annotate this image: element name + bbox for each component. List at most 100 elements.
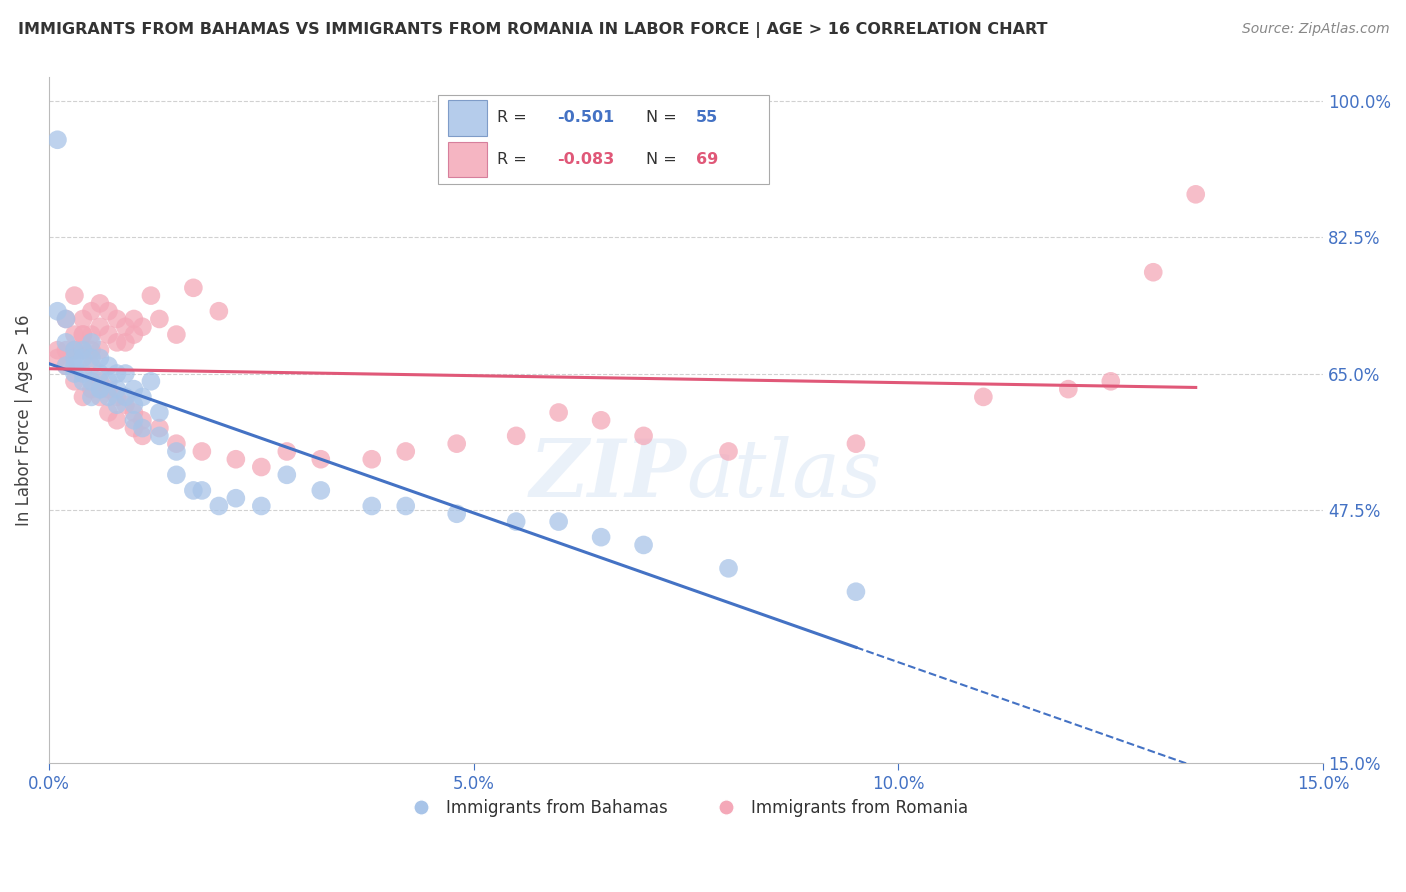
Point — [46, 304, 69, 318]
Point — [97, 382, 120, 396]
Point — [591, 413, 613, 427]
Point — [183, 483, 205, 498]
Point — [309, 452, 332, 467]
Point — [114, 398, 136, 412]
Point — [505, 515, 527, 529]
Point — [225, 491, 247, 506]
Point — [591, 530, 613, 544]
Point — [105, 367, 128, 381]
Point — [1057, 382, 1080, 396]
Point — [105, 413, 128, 427]
Point — [165, 444, 187, 458]
Point — [122, 421, 145, 435]
Point — [80, 351, 103, 365]
Point — [89, 343, 111, 358]
Point — [97, 374, 120, 388]
Point — [63, 327, 86, 342]
Point — [63, 288, 86, 302]
Point — [114, 367, 136, 381]
Point — [89, 374, 111, 388]
Point — [63, 351, 86, 365]
Point — [633, 429, 655, 443]
Point — [309, 483, 332, 498]
Point — [97, 304, 120, 318]
Point — [55, 335, 77, 350]
Point — [89, 382, 111, 396]
Point — [105, 390, 128, 404]
Point — [55, 312, 77, 326]
Point — [446, 436, 468, 450]
Point — [105, 335, 128, 350]
Point — [1184, 187, 1206, 202]
Point — [131, 319, 153, 334]
Point — [72, 327, 94, 342]
Point — [89, 351, 111, 365]
Point — [80, 382, 103, 396]
Point — [97, 327, 120, 342]
Point — [63, 367, 86, 381]
Point — [360, 452, 382, 467]
Point — [55, 359, 77, 373]
Point — [131, 429, 153, 443]
Point — [80, 390, 103, 404]
Point — [97, 390, 120, 404]
Y-axis label: In Labor Force | Age > 16: In Labor Force | Age > 16 — [15, 315, 32, 526]
Point — [46, 343, 69, 358]
Point — [89, 296, 111, 310]
Point — [191, 444, 214, 458]
Text: IMMIGRANTS FROM BAHAMAS VS IMMIGRANTS FROM ROMANIA IN LABOR FORCE | AGE > 16 COR: IMMIGRANTS FROM BAHAMAS VS IMMIGRANTS FR… — [18, 22, 1047, 38]
Point — [276, 467, 298, 482]
Point — [114, 335, 136, 350]
Point — [208, 304, 231, 318]
Point — [105, 312, 128, 326]
Point — [72, 343, 94, 358]
Point — [89, 319, 111, 334]
Point — [139, 374, 162, 388]
Point — [183, 281, 205, 295]
Point — [165, 327, 187, 342]
Point — [105, 398, 128, 412]
Point — [446, 507, 468, 521]
Point — [148, 429, 170, 443]
Point — [55, 343, 77, 358]
Point — [1099, 374, 1122, 388]
Point — [105, 382, 128, 396]
Point — [46, 351, 69, 365]
Point — [97, 359, 120, 373]
Point — [131, 421, 153, 435]
Point — [505, 429, 527, 443]
Point — [55, 359, 77, 373]
Point — [97, 405, 120, 419]
Point — [55, 312, 77, 326]
Text: Source: ZipAtlas.com: Source: ZipAtlas.com — [1241, 22, 1389, 37]
Point — [250, 499, 273, 513]
Point — [225, 452, 247, 467]
Point — [80, 359, 103, 373]
Point — [139, 288, 162, 302]
Point — [46, 133, 69, 147]
Point — [395, 444, 418, 458]
Point — [148, 421, 170, 435]
Point — [80, 304, 103, 318]
Point — [122, 413, 145, 427]
Point — [63, 374, 86, 388]
Point — [165, 467, 187, 482]
Point — [80, 335, 103, 350]
Point — [165, 436, 187, 450]
Point — [547, 405, 569, 419]
Point — [131, 413, 153, 427]
Point — [63, 343, 86, 358]
Point — [972, 390, 994, 404]
Point — [63, 359, 86, 373]
Point — [131, 390, 153, 404]
Point — [89, 367, 111, 381]
Point — [360, 499, 382, 513]
Point — [717, 444, 740, 458]
Point — [72, 374, 94, 388]
Point — [845, 584, 868, 599]
Point — [122, 382, 145, 396]
Point — [63, 343, 86, 358]
Text: atlas: atlas — [686, 436, 882, 514]
Point — [89, 382, 111, 396]
Point — [148, 405, 170, 419]
